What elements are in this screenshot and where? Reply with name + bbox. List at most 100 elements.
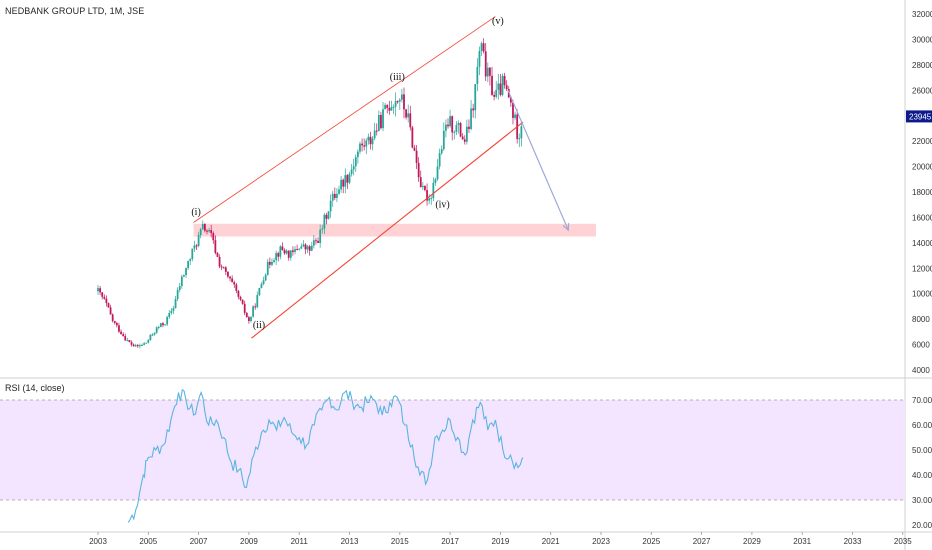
price-tick-label: 12000	[912, 264, 932, 273]
candle-body	[224, 267, 227, 272]
candle-body	[168, 312, 171, 318]
projection-arrow-line	[507, 90, 569, 231]
candle-body	[115, 322, 118, 326]
candle-body	[141, 344, 143, 346]
rsi-tick-label: 30.00	[912, 496, 932, 505]
candle-body	[518, 138, 521, 140]
candle-body	[329, 200, 332, 212]
candle-body	[174, 298, 177, 309]
candle-body	[482, 43, 485, 52]
candle-body	[480, 43, 483, 51]
candle-body	[478, 50, 481, 67]
candle-body	[310, 245, 313, 251]
candle-body	[248, 317, 250, 322]
candle-body	[271, 261, 273, 265]
candle-body	[256, 294, 259, 308]
candle-body	[442, 130, 445, 150]
price-tick-label: 4000	[912, 366, 930, 375]
candle-body	[331, 193, 334, 201]
candle-body	[426, 190, 428, 201]
candle-body	[421, 185, 424, 188]
candle-body	[201, 224, 204, 230]
candle-body	[99, 288, 101, 293]
candle-body	[191, 248, 194, 259]
candle-body	[455, 125, 458, 132]
candle-body	[239, 296, 242, 300]
time-tick-label: 2019	[492, 537, 510, 546]
candle-body	[348, 173, 351, 183]
price-tick-label: 14000	[912, 239, 932, 248]
price-tick-label: 10000	[912, 290, 932, 299]
rsi-title: RSI (14, close)	[5, 383, 65, 393]
candle-body	[501, 75, 504, 95]
rsi-tick-label: 20.00	[912, 521, 932, 530]
candle-body	[367, 136, 370, 141]
price-tick-label: 26000	[912, 86, 932, 95]
candle-body	[419, 177, 422, 188]
candle-body	[254, 306, 257, 308]
candle-body	[373, 130, 376, 139]
candle-body	[411, 127, 414, 148]
candle-body	[266, 261, 269, 275]
candle-body	[465, 126, 468, 142]
candle-body	[470, 108, 472, 129]
candle-body	[304, 244, 307, 250]
candle-body	[428, 198, 431, 201]
candle-body	[147, 339, 150, 343]
candle-body	[128, 340, 131, 343]
candle-body	[172, 308, 175, 311]
candle-body	[294, 249, 296, 252]
candle-body	[315, 240, 317, 242]
candle-body	[323, 214, 326, 229]
candle-body	[493, 94, 496, 97]
candle-body	[155, 327, 158, 333]
wave-label: (ii)	[253, 320, 265, 331]
candle-body	[302, 244, 305, 247]
candle-body	[203, 224, 206, 231]
candle-body	[298, 248, 301, 250]
time-tick-label: 2035	[894, 537, 912, 546]
time-tick-label: 2015	[391, 537, 409, 546]
candle-body	[514, 114, 516, 118]
candle-body	[101, 292, 104, 297]
candle-body	[447, 124, 449, 127]
price-tick-label: 32000	[912, 10, 932, 19]
candle-body	[216, 253, 219, 257]
candle-body	[319, 229, 322, 244]
candle-body	[208, 230, 210, 232]
candle-body	[260, 284, 263, 288]
candle-body	[281, 246, 284, 250]
candle-body	[162, 323, 164, 326]
candle-body	[520, 126, 523, 139]
candle-body	[264, 274, 267, 281]
time-tick-label: 2017	[441, 537, 459, 546]
candle-body	[153, 332, 156, 335]
candle-body	[317, 240, 319, 244]
candle-body	[235, 284, 238, 291]
candle-body	[468, 126, 470, 129]
candle-body	[218, 256, 221, 267]
candle-body	[250, 316, 252, 322]
candle-body	[495, 89, 498, 97]
candle-body	[283, 249, 286, 254]
candle-body	[113, 320, 116, 323]
candle-body	[363, 145, 366, 147]
drawing-layer	[193, 16, 570, 339]
candle-body	[361, 143, 363, 146]
candle-body	[365, 140, 368, 147]
candle-body	[134, 345, 137, 347]
candle-body	[130, 342, 133, 345]
candle-body	[122, 334, 125, 337]
candle-body	[199, 229, 202, 236]
rsi-tick-label: 60.00	[912, 421, 932, 430]
candle-body	[214, 240, 217, 254]
time-tick-label: 2023	[592, 537, 610, 546]
candle-body	[350, 169, 353, 174]
projection-arrow-head	[562, 223, 570, 232]
candle-body	[241, 299, 244, 304]
candle-body	[434, 179, 437, 183]
rsi-layer	[0, 388, 905, 523]
candle-body	[369, 136, 372, 145]
price-tick-label: 20000	[912, 163, 932, 172]
